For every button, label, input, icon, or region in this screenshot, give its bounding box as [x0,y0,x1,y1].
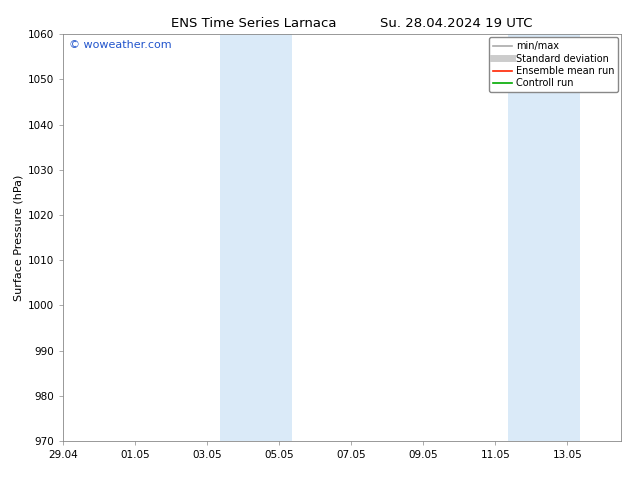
Legend: min/max, Standard deviation, Ensemble mean run, Controll run: min/max, Standard deviation, Ensemble me… [489,37,618,92]
Text: Su. 28.04.2024 19 UTC: Su. 28.04.2024 19 UTC [380,17,533,30]
Text: © woweather.com: © woweather.com [69,40,172,50]
Text: ENS Time Series Larnaca: ENS Time Series Larnaca [171,17,337,30]
Bar [220,34,292,441]
Y-axis label: Surface Pressure (hPa): Surface Pressure (hPa) [14,174,24,301]
Bar [508,34,580,441]
